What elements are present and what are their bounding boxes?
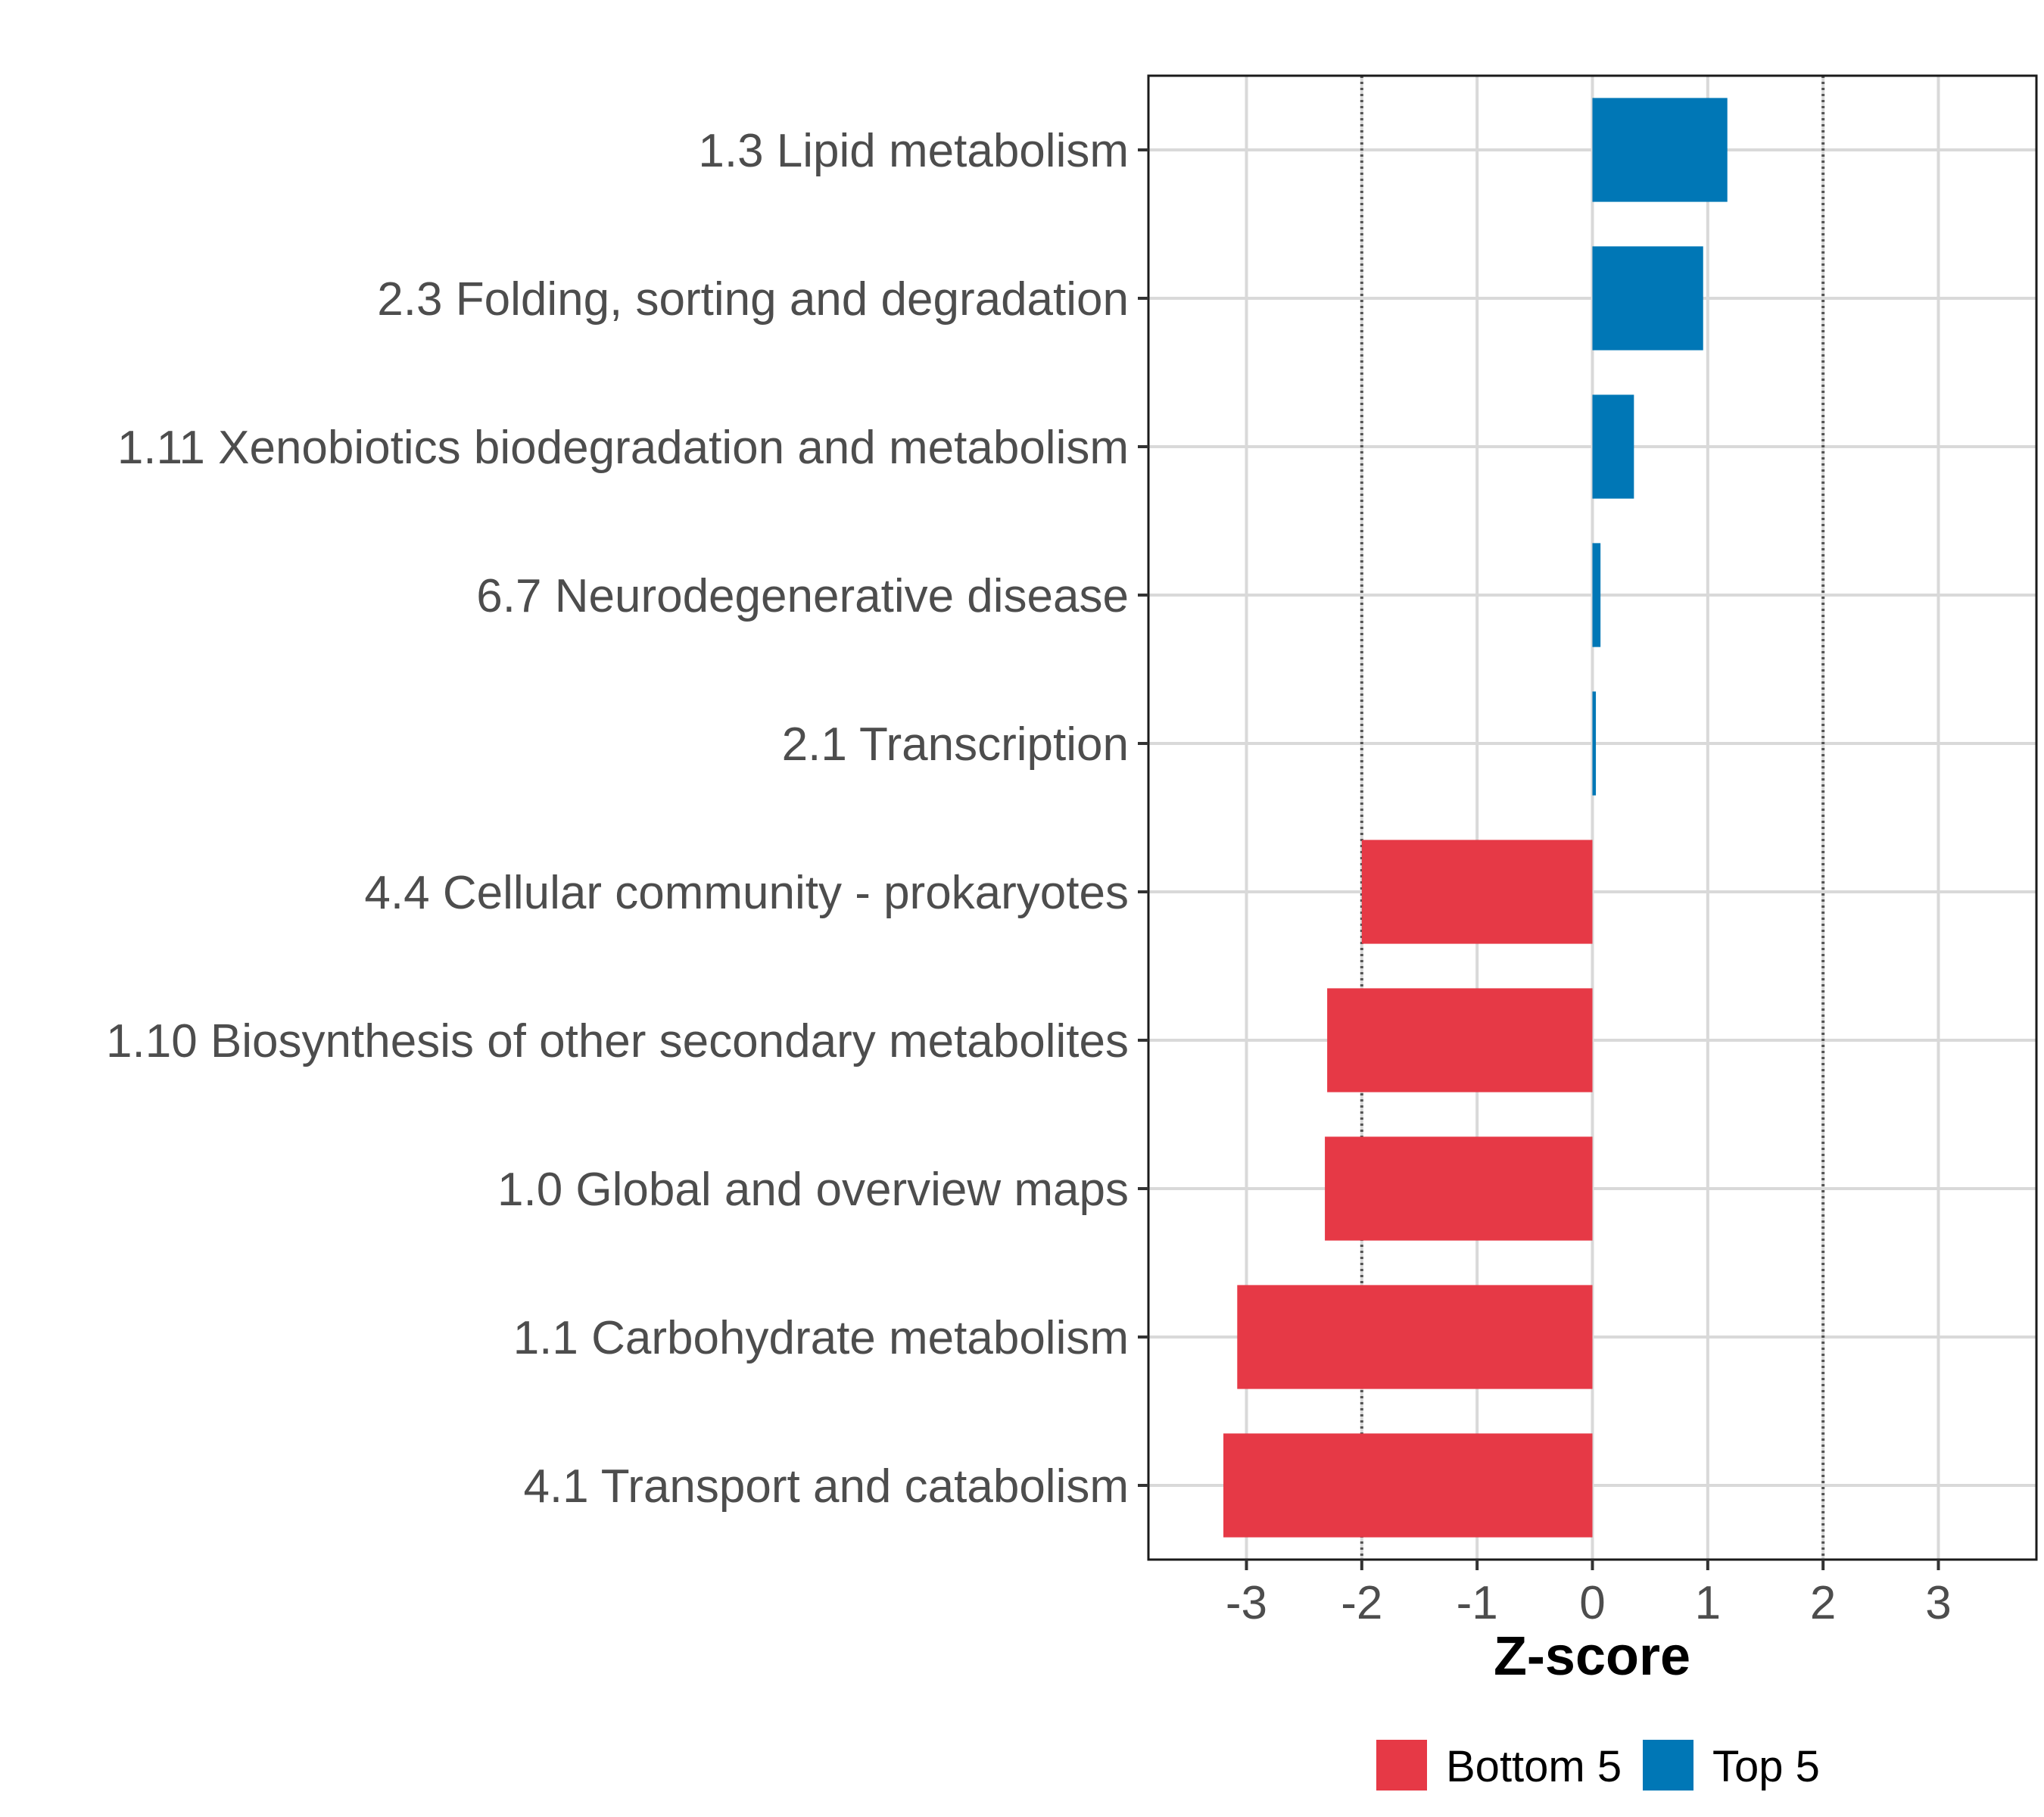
legend: Bottom 5 Top 5 <box>1376 1740 1820 1791</box>
x-tick-label: -3 <box>1226 1577 1267 1629</box>
legend-label-top-5: Top 5 <box>1712 1742 1820 1791</box>
bar-1-11-xenobiotics-biodegradation-and-metabolism <box>1592 394 1634 499</box>
category-label: 1.0 Global and overview maps <box>497 1164 1129 1216</box>
x-axis-title: Z-score <box>1494 1626 1690 1687</box>
category-label: 2.1 Transcription <box>782 718 1129 771</box>
bar-1-1-carbohydrate-metabolism <box>1237 1285 1593 1389</box>
bars <box>1223 98 1728 1538</box>
category-label: 4.1 Transport and catabolism <box>523 1460 1129 1513</box>
legend-label-bottom-5: Bottom 5 <box>1446 1742 1622 1791</box>
legend-swatch-bottom-5 <box>1376 1740 1427 1791</box>
bar-2-3-folding-sorting-and-degradation <box>1592 246 1703 351</box>
bar-6-7-neurodegenerative-disease <box>1592 543 1601 647</box>
bar-1-10-biosynthesis-of-other-secondary-metabolites <box>1327 988 1593 1092</box>
bar-4-1-transport-and-catabolism <box>1223 1433 1593 1538</box>
legend-swatch-top-5 <box>1643 1740 1693 1791</box>
bar-1-0-global-and-overview-maps <box>1325 1136 1593 1241</box>
category-label: 6.7 Neurodegenerative disease <box>476 570 1129 622</box>
category-label: 1.11 Xenobiotics biodegradation and meta… <box>117 422 1129 474</box>
x-tick-label: 1 <box>1695 1577 1721 1629</box>
bar-1-3-lipid-metabolism <box>1592 98 1728 202</box>
x-axis: -3 -2 -1 0 1 2 3 <box>1226 1560 1952 1629</box>
x-tick-label: 3 <box>1925 1577 1951 1629</box>
bar-2-1-transcription <box>1592 691 1597 796</box>
category-label: 2.3 Folding, sorting and degradation <box>377 273 1129 326</box>
x-tick-label: 0 <box>1579 1577 1605 1629</box>
category-label: 1.10 Biosynthesis of other secondary met… <box>106 1015 1129 1067</box>
y-axis: 1.3 Lipid metabolism 2.3 Folding, sorting… <box>106 125 1148 1513</box>
category-label: 1.1 Carbohydrate metabolism <box>513 1312 1129 1364</box>
x-tick-label: -2 <box>1341 1577 1382 1629</box>
x-tick-label: -1 <box>1457 1577 1498 1629</box>
category-label: 1.3 Lipid metabolism <box>698 125 1129 177</box>
bar-4-4-cellular-community-prokaryotes <box>1361 840 1593 944</box>
x-tick-label: 2 <box>1810 1577 1836 1629</box>
category-label: 4.4 Cellular community - prokaryotes <box>364 867 1129 919</box>
